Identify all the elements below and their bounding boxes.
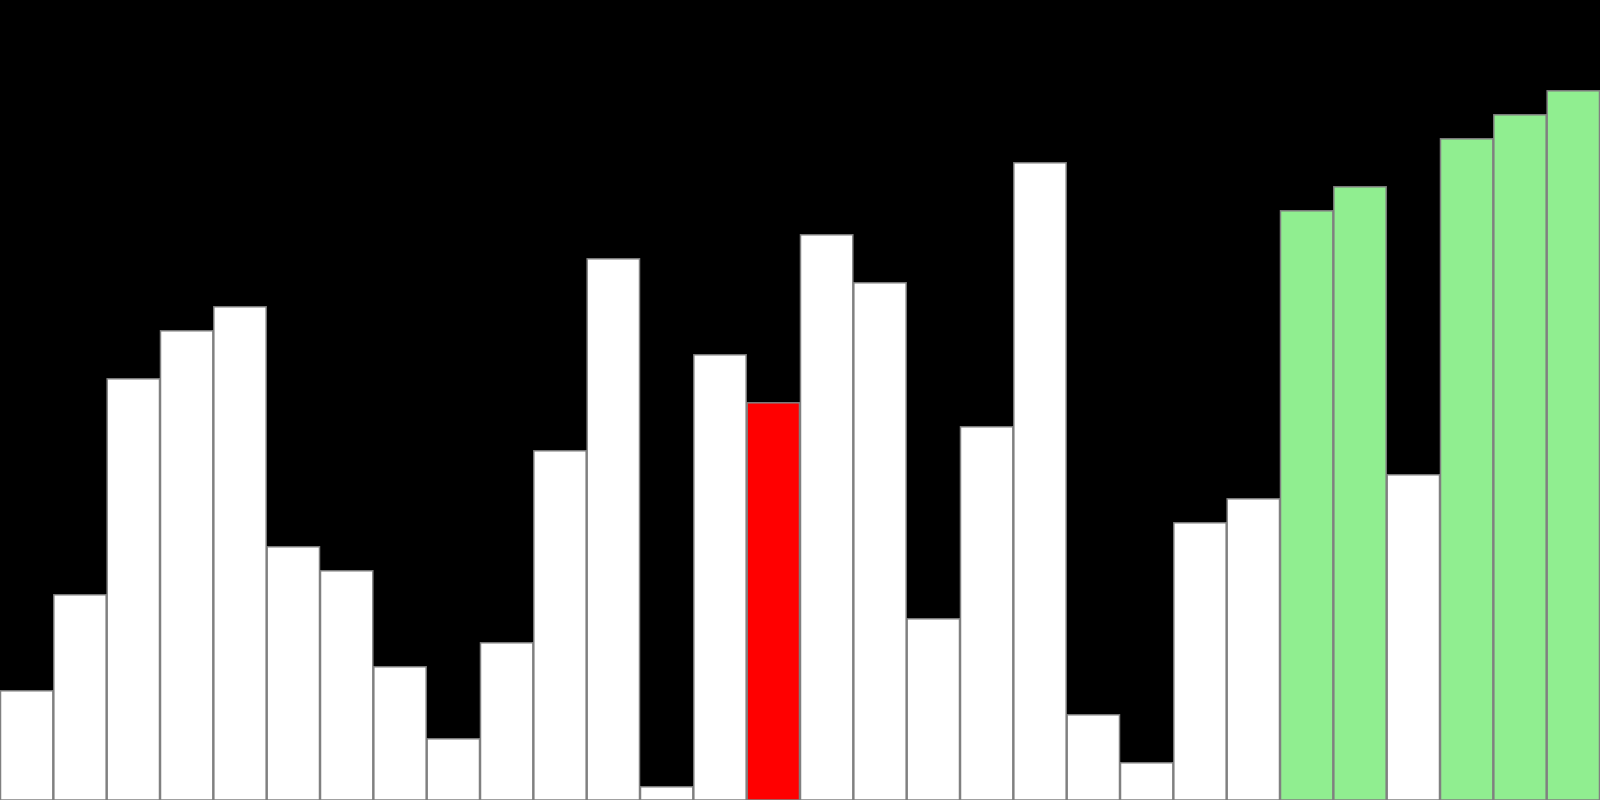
bar xyxy=(693,354,747,800)
bar xyxy=(1279,210,1334,800)
bar xyxy=(639,786,694,800)
bar xyxy=(479,642,534,800)
bar xyxy=(1493,114,1547,800)
bar xyxy=(319,570,374,800)
bar xyxy=(533,450,587,800)
bar xyxy=(1386,474,1441,800)
bar xyxy=(1119,762,1174,800)
bar xyxy=(746,402,801,800)
bar xyxy=(853,282,907,800)
bar xyxy=(1226,498,1281,800)
bar xyxy=(1066,714,1121,800)
bar xyxy=(959,426,1014,800)
bar xyxy=(213,306,267,800)
bar xyxy=(426,738,481,800)
bar xyxy=(1546,90,1600,800)
bar xyxy=(373,666,427,800)
bar xyxy=(0,690,54,800)
bar xyxy=(1013,162,1067,800)
bar xyxy=(159,330,214,800)
bar xyxy=(586,258,641,800)
bar xyxy=(1333,186,1387,800)
bar xyxy=(799,234,854,800)
bar xyxy=(906,618,961,800)
bar xyxy=(106,378,161,800)
bar xyxy=(1173,522,1227,800)
bar xyxy=(53,594,107,800)
bar xyxy=(1439,138,1494,800)
bar xyxy=(266,546,321,800)
